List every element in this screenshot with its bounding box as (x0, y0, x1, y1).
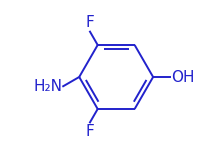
Text: F: F (86, 124, 94, 139)
Text: F: F (86, 15, 94, 30)
Text: H₂N: H₂N (33, 79, 62, 94)
Text: OH: OH (171, 69, 194, 85)
